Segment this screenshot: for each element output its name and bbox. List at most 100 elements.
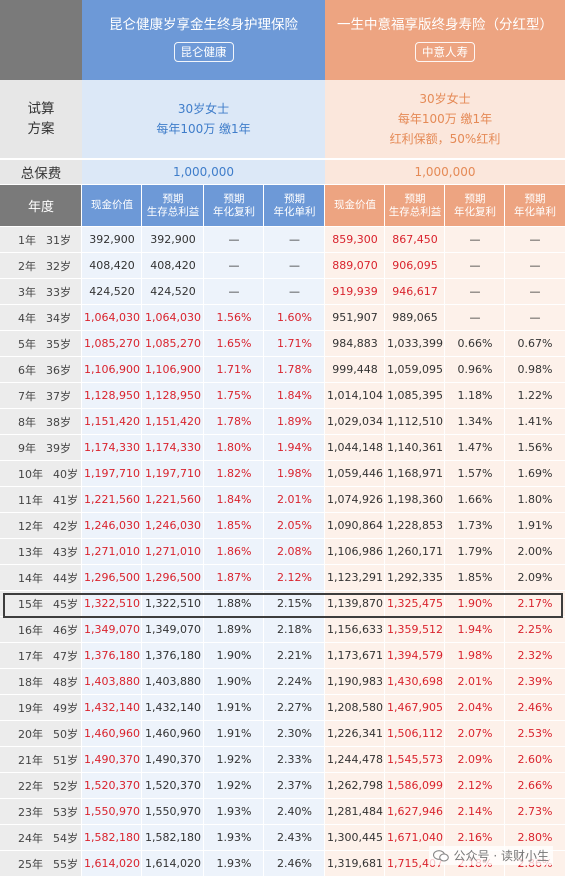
col-header-line2: 年化单利 (273, 205, 316, 218)
table-row-year: 16年 46岁 (0, 617, 82, 642)
table-cell-b-1: 951,907 (325, 305, 385, 330)
col-header-line1: 预期 (524, 192, 546, 205)
table-cell-b-2: 1,292,335 (385, 565, 445, 590)
table-cell-a-3: 1.93% (204, 825, 264, 850)
table-cell-b-3: 1.85% (445, 565, 505, 590)
row-age-label: 41岁 (53, 493, 78, 507)
table-cell-b-2: 1,198,360 (385, 487, 445, 512)
table-cell-b-3: 1.57% (445, 461, 505, 486)
table-cell-a-4: 2.33% (264, 747, 325, 772)
table-cell-b-3: 1.47% (445, 435, 505, 460)
row-age-label: 48岁 (53, 675, 78, 689)
table-cell-a-1: 1,221,560 (82, 487, 142, 512)
table-cell-b-2: 1,545,573 (385, 747, 445, 772)
grid-line (263, 185, 264, 877)
row-year-label: 25年 (18, 857, 43, 871)
product-a-header: 昆仑健康岁享金生终身护理保险 昆仑健康 (82, 0, 325, 80)
table-cell-a-2: 1,085,270 (142, 331, 204, 356)
table-cell-b-2: 906,095 (385, 253, 445, 278)
table-cell-a-4: 2.21% (264, 643, 325, 668)
table-cell-b-3: 2.14% (445, 799, 505, 824)
table-cell-a-4: 2.24% (264, 669, 325, 694)
table-cell-a-3: 1.65% (204, 331, 264, 356)
table-cell-b-2: 1,140,361 (385, 435, 445, 460)
table-cell-a-1: 1,085,270 (82, 331, 142, 356)
table-cell-b-4: 2.25% (505, 617, 565, 642)
table-cell-b-3: 1.98% (445, 643, 505, 668)
table-cell-a-3: 1.92% (204, 747, 264, 772)
col-header-line2: 生存总利益 (146, 205, 200, 218)
table-cell-b-4: 1.69% (505, 461, 565, 486)
row-year-label: 6年 (18, 363, 36, 377)
row-year-label: 2年 (18, 259, 36, 273)
row-age-label: 53岁 (53, 805, 78, 819)
col-header-line1: 预期 (223, 192, 245, 205)
table-cell-a-4: 2.12% (264, 565, 325, 590)
table-cell-a-1: 1,376,180 (82, 643, 142, 668)
table-cell-a-1: 1,296,500 (82, 565, 142, 590)
table-cell-a-2: 424,520 (142, 279, 204, 304)
table-cell-b-3: 1.94% (445, 617, 505, 642)
table-cell-b-4: 2.73% (505, 799, 565, 824)
row-age-label: 52岁 (53, 779, 78, 793)
col-header-b-1: 现金价值 (325, 185, 385, 226)
table-cell-b-3: 0.66% (445, 331, 505, 356)
table-cell-a-2: 1,246,030 (142, 513, 204, 538)
table-cell-a-1: 1,614,020 (82, 851, 142, 876)
table-cell-b-4: 0.67% (505, 331, 565, 356)
table-cell-b-4: — (505, 227, 565, 252)
table-cell-b-4: 2.80% (505, 825, 565, 850)
row-age-label: 42岁 (53, 519, 78, 533)
table-cell-b-1: 1,156,633 (325, 617, 385, 642)
table-row-year: 4年 34岁 (0, 305, 82, 330)
table-cell-a-4: 2.15% (264, 591, 325, 616)
table-row-year: 23年 53岁 (0, 799, 82, 824)
row-age-label: 54岁 (53, 831, 78, 845)
row-year-label: 8年 (18, 415, 36, 429)
table-cell-a-4: — (264, 279, 325, 304)
premium-label: 总保费 (0, 160, 82, 184)
row-age-label: 32岁 (46, 259, 71, 273)
table-cell-b-2: 1,112,510 (385, 409, 445, 434)
table-cell-b-2: 1,586,099 (385, 773, 445, 798)
table-cell-a-4: 2.05% (264, 513, 325, 538)
table-cell-a-2: 1,174,330 (142, 435, 204, 460)
table-cell-a-4: 2.30% (264, 721, 325, 746)
table-cell-a-3: 1.84% (204, 487, 264, 512)
table-cell-a-2: 1,106,900 (142, 357, 204, 382)
table-cell-b-4: 2.66% (505, 773, 565, 798)
row-year-label: 23年 (18, 805, 43, 819)
row-age-label: 39岁 (46, 441, 71, 455)
row-year-label: 14年 (18, 571, 43, 585)
row-year-label: 15年 (18, 597, 43, 611)
table-cell-b-1: 1,139,870 (325, 591, 385, 616)
plan-b-line2: 每年100万 缴1年 (397, 112, 493, 126)
row-age-label: 55岁 (53, 857, 78, 871)
table-cell-a-4: 1.94% (264, 435, 325, 460)
grid-line (324, 185, 325, 877)
table-cell-a-3: 1.78% (204, 409, 264, 434)
table-row-year: 11年 41岁 (0, 487, 82, 512)
grid-line (141, 185, 142, 877)
premium-a: 1,000,000 (82, 160, 325, 184)
table-cell-a-3: 1.71% (204, 357, 264, 382)
grid-line (203, 185, 204, 877)
table-cell-a-2: 1,322,510 (142, 591, 204, 616)
row-age-label: 49岁 (53, 701, 78, 715)
table-cell-b-3: 2.07% (445, 721, 505, 746)
table-row-year: 19年 49岁 (0, 695, 82, 720)
table-cell-b-1: 1,074,926 (325, 487, 385, 512)
table-cell-b-2: 1,059,095 (385, 357, 445, 382)
table-cell-b-3: 1.73% (445, 513, 505, 538)
product-b-header: 一生中意福享版终身寿险（分红型） 中意人寿 (325, 0, 565, 80)
table-cell-b-2: 1,467,905 (385, 695, 445, 720)
table-cell-b-1: 889,070 (325, 253, 385, 278)
table-cell-a-3: 1.93% (204, 851, 264, 876)
table-cell-b-1: 919,939 (325, 279, 385, 304)
plan-b-line1: 30岁女士 (419, 92, 471, 106)
table-cell-a-1: 424,520 (82, 279, 142, 304)
col-header-line2: 年化复利 (454, 205, 496, 218)
row-year-label: 7年 (18, 389, 36, 403)
row-age-label: 40岁 (53, 467, 78, 481)
table-cell-b-1: 1,226,341 (325, 721, 385, 746)
